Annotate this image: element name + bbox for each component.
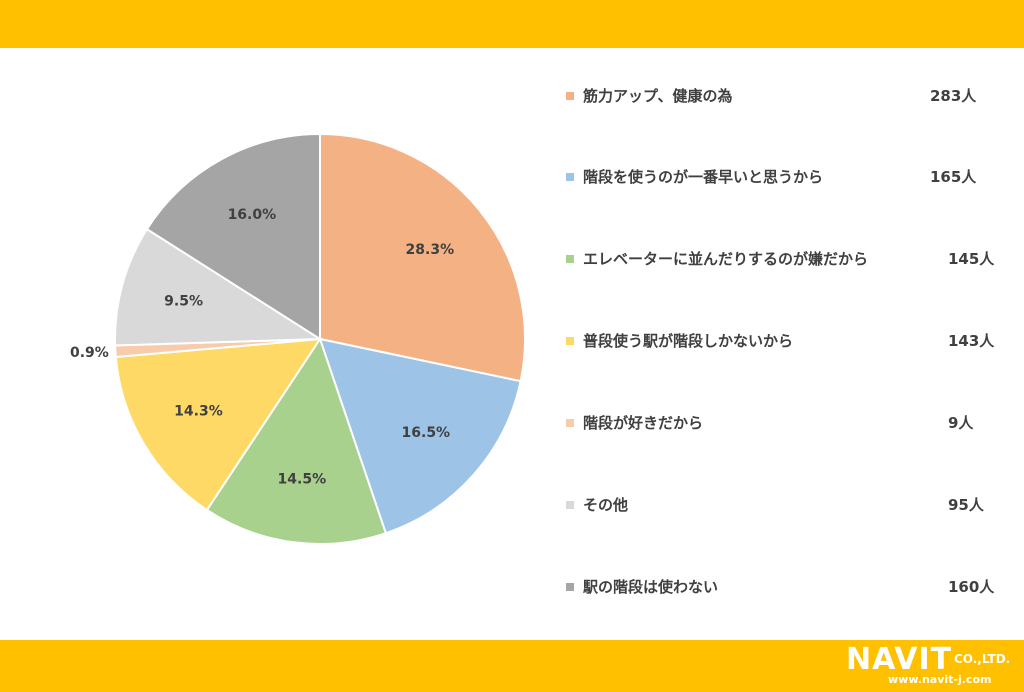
legend-item: 階段を使うのが一番早いと思うから 165人 [566,166,1006,188]
legend-swatch [566,583,574,591]
legend-item: その他 95人 [566,494,1006,516]
pie-data-label: 9.5% [164,294,203,310]
pie-data-label: 16.5% [402,425,451,441]
pie-slice [145,132,321,341]
logo-company-suffix: CO.,LTD. [954,652,1011,666]
legend-count: 160人 [948,578,995,596]
legend-label: その他 [583,496,629,514]
pie-data-label: 14.5% [278,471,327,487]
legend-count: 143人 [948,332,995,350]
bottom-banner [0,640,1024,692]
pie-data-label: 16.0% [228,207,277,223]
legend-label: エレベーターに並んだりするのが嫌だから [583,250,869,268]
legend-count: 283人 [930,87,977,105]
legend-item: 筋力アップ、健康の為 283人 [566,85,1006,107]
legend-label: 駅の階段は使わない [583,578,719,596]
logo-wordmark: NAVIT [846,642,953,677]
logo-url: www.navit-j.com [888,673,992,686]
legend-item: エレベーターに並んだりするのが嫌だから 145人 [566,248,1006,270]
legend-count: 95人 [948,496,984,514]
legend-label: 普段使う駅が階段しかないから [583,332,794,350]
pie-slice [114,337,322,512]
pie-slice [319,132,526,383]
legend-count: 9人 [948,414,974,432]
legend-item: 階段が好きだから 9人 [566,412,1006,434]
navit-logo: NAVIT CO.,LTD. www.navit-j.com [846,644,1020,688]
legend-swatch [566,419,574,427]
legend-label: 階段を使うのが一番早いと思うから [583,168,824,186]
legend-swatch [566,173,574,181]
pie-data-label: 28.3% [406,242,455,258]
legend-item: 駅の階段は使わない 160人 [566,576,1006,598]
legend-label: 筋力アップ、健康の為 [583,87,733,105]
pie-slice [114,227,324,347]
top-banner [0,0,1024,48]
legend-item: 普段使う駅が階段しかないから 143人 [566,330,1006,352]
pie-chart: 28.3% 16.5% 14.5% 14.3% 0.9% 9.5% 16.0% [70,132,526,545]
legend-count: 145人 [948,250,995,268]
legend-count: 165人 [930,168,977,186]
pie-data-label: 0.9% [70,345,109,361]
legend-swatch [566,255,574,263]
pie-data-label: 14.3% [174,403,223,419]
legend-swatch [566,337,574,345]
pie-slice [205,336,388,545]
legend-swatch [566,92,574,100]
legend-label: 階段が好きだから [583,414,704,432]
legend-swatch [566,501,574,509]
